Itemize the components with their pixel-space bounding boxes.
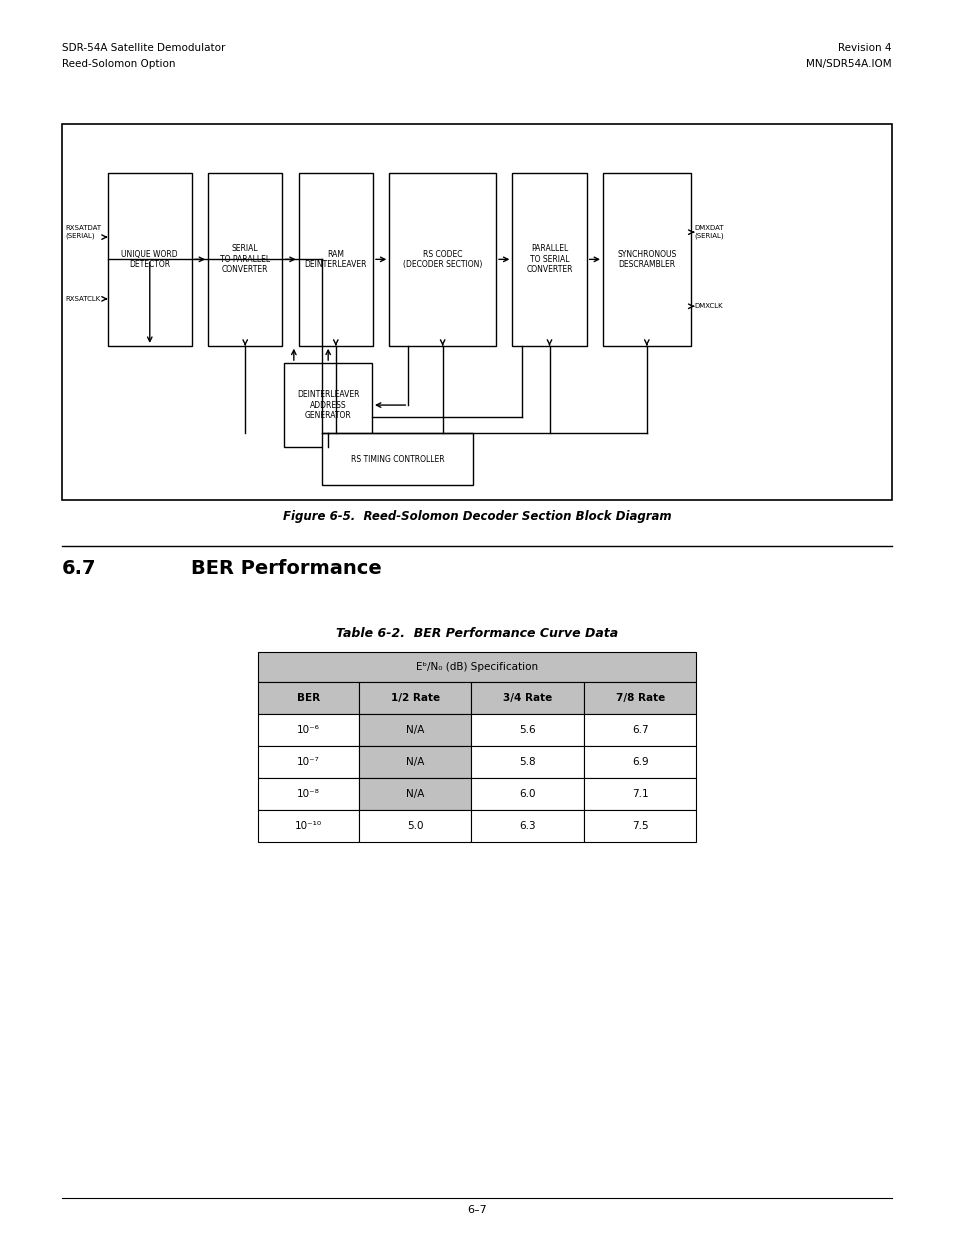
Bar: [108, 173, 192, 346]
Text: BER Performance: BER Performance: [191, 559, 381, 578]
Text: Figure 6-5.  Reed-Solomon Decoder Section Block Diagram: Figure 6-5. Reed-Solomon Decoder Section…: [282, 510, 671, 524]
Text: 6.3: 6.3: [518, 821, 536, 831]
Text: SERIAL
TO PARALLEL
CONVERTER: SERIAL TO PARALLEL CONVERTER: [220, 245, 270, 274]
Bar: [471, 746, 583, 778]
Text: 6.7: 6.7: [631, 725, 648, 735]
Text: 7.1: 7.1: [631, 789, 648, 799]
Text: RXSATDAT
(SERIAL): RXSATDAT (SERIAL): [66, 226, 102, 238]
Text: RXSATCLK: RXSATCLK: [66, 296, 101, 301]
Bar: [358, 778, 471, 810]
Text: RS CODEC
(DECODER SECTION): RS CODEC (DECODER SECTION): [402, 249, 482, 269]
Bar: [471, 714, 583, 746]
Bar: [257, 682, 358, 714]
Text: 10⁻⁸: 10⁻⁸: [296, 789, 319, 799]
Text: RS TIMING CONTROLLER: RS TIMING CONTROLLER: [351, 454, 444, 464]
Text: 10⁻⁷: 10⁻⁷: [296, 757, 319, 767]
Text: 5.8: 5.8: [518, 757, 536, 767]
Text: Table 6-2.  BER Performance Curve Data: Table 6-2. BER Performance Curve Data: [335, 627, 618, 641]
Bar: [583, 682, 696, 714]
Text: 10⁻¹⁰: 10⁻¹⁰: [294, 821, 321, 831]
Text: PARALLEL
TO SERIAL
CONVERTER: PARALLEL TO SERIAL CONVERTER: [526, 245, 572, 274]
Text: SYNCHRONOUS
DESCRAMBLER: SYNCHRONOUS DESCRAMBLER: [617, 249, 676, 269]
Bar: [583, 746, 696, 778]
Bar: [389, 173, 496, 346]
Bar: [471, 682, 583, 714]
Bar: [257, 652, 696, 682]
Text: Reed-Solomon Option: Reed-Solomon Option: [62, 59, 175, 69]
Text: 3/4 Rate: 3/4 Rate: [502, 693, 552, 703]
Bar: [298, 173, 373, 346]
Bar: [358, 810, 471, 842]
Bar: [284, 363, 372, 447]
Bar: [322, 433, 473, 485]
Text: BER: BER: [296, 693, 319, 703]
Text: Eᵇ/N₀ (dB) Specification: Eᵇ/N₀ (dB) Specification: [416, 662, 537, 672]
Text: 10⁻⁶: 10⁻⁶: [296, 725, 319, 735]
Bar: [602, 173, 690, 346]
Bar: [358, 746, 471, 778]
Text: SDR-54A Satellite Demodulator: SDR-54A Satellite Demodulator: [62, 43, 225, 53]
Bar: [583, 810, 696, 842]
Bar: [583, 778, 696, 810]
Text: 6.7: 6.7: [62, 559, 96, 578]
Text: 7/8 Rate: 7/8 Rate: [615, 693, 664, 703]
Bar: [257, 714, 358, 746]
Text: 5.6: 5.6: [518, 725, 536, 735]
Text: 5.0: 5.0: [406, 821, 423, 831]
Bar: [358, 682, 471, 714]
Bar: [583, 714, 696, 746]
Text: N/A: N/A: [405, 789, 424, 799]
Bar: [358, 714, 471, 746]
Bar: [257, 746, 358, 778]
Text: UNIQUE WORD
DETECTOR: UNIQUE WORD DETECTOR: [121, 249, 178, 269]
Bar: [62, 124, 891, 500]
Text: DEINTERLEAVER
ADDRESS
GENERATOR: DEINTERLEAVER ADDRESS GENERATOR: [296, 390, 359, 420]
Text: 6.0: 6.0: [518, 789, 536, 799]
Text: 6–7: 6–7: [467, 1205, 486, 1215]
Text: Revision 4: Revision 4: [838, 43, 891, 53]
Text: N/A: N/A: [405, 757, 424, 767]
Bar: [208, 173, 282, 346]
Text: 6.9: 6.9: [631, 757, 648, 767]
Bar: [257, 810, 358, 842]
Text: DMXCLK: DMXCLK: [694, 304, 722, 309]
Bar: [471, 778, 583, 810]
Bar: [512, 173, 586, 346]
Text: DMXDAT
(SERIAL): DMXDAT (SERIAL): [694, 226, 723, 238]
Bar: [471, 810, 583, 842]
Text: N/A: N/A: [405, 725, 424, 735]
Text: 1/2 Rate: 1/2 Rate: [390, 693, 439, 703]
Text: RAM
DEINTERLEAVER: RAM DEINTERLEAVER: [304, 249, 367, 269]
Bar: [257, 778, 358, 810]
Text: 7.5: 7.5: [631, 821, 648, 831]
Text: MN/SDR54A.IOM: MN/SDR54A.IOM: [805, 59, 891, 69]
